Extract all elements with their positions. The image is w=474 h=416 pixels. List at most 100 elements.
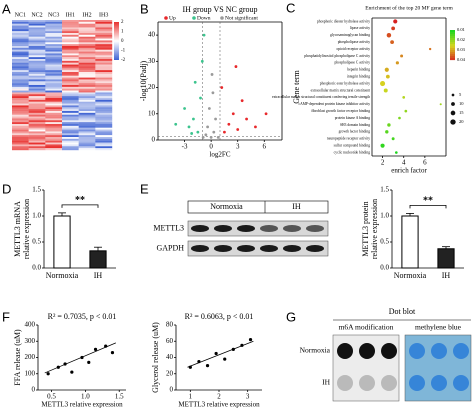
size-legend-label: 5 — [459, 92, 462, 97]
heatmap-cell — [12, 53, 29, 56]
colorbar-label: 1 — [121, 30, 124, 35]
heatmap-cell — [28, 59, 46, 62]
heatmap-cell — [28, 96, 46, 99]
heatmap-cell — [28, 72, 46, 75]
point — [211, 91, 215, 95]
colorbar — [450, 42, 455, 45]
heatmap-cell — [12, 101, 29, 104]
heatmap-cell — [28, 21, 46, 24]
heatmap-cell — [28, 20, 46, 23]
term-label: growth factor binding — [339, 130, 371, 134]
heatmap-cell — [95, 59, 113, 62]
point — [209, 135, 213, 139]
heatmap-cell — [28, 36, 46, 39]
heatmap-cell — [95, 137, 113, 140]
blot-dot — [359, 343, 375, 359]
heatmap-cell — [45, 40, 63, 43]
heatmap-cell — [28, 142, 46, 145]
heatmap-cell — [78, 81, 96, 84]
dot — [385, 74, 390, 79]
point — [254, 125, 257, 129]
blot-band — [191, 225, 209, 232]
heatmap-cell — [45, 49, 63, 52]
heatmap-cell — [45, 38, 63, 41]
chart-title: Dot blot — [389, 307, 416, 316]
significance-bracket — [409, 205, 447, 209]
heatmap-cell — [78, 96, 96, 99]
heatmap-cell — [45, 60, 63, 63]
heatmap-cell — [95, 101, 113, 104]
heatmap-cell — [78, 73, 96, 76]
fit-line — [44, 342, 117, 374]
blot-band — [237, 245, 255, 252]
column-label: NC2 — [31, 12, 42, 18]
heatmap-cell — [78, 68, 96, 71]
heatmap-cell — [62, 44, 79, 47]
heatmap-cell — [62, 42, 79, 45]
heatmap-cell — [78, 105, 96, 108]
heatmap-cell — [95, 131, 113, 134]
bar — [401, 215, 419, 269]
heatmap-cell — [12, 112, 29, 115]
column-label: m6A modification — [339, 323, 394, 332]
heatmap-cell — [95, 70, 113, 73]
y-tick-label: 1.0 — [380, 212, 389, 220]
heatmap-cell — [78, 131, 96, 134]
heatmap-cell — [45, 20, 63, 23]
term-label: sulfur compound binding — [334, 143, 371, 147]
heatmap-cell — [62, 86, 79, 89]
heatmap-cell — [45, 137, 63, 140]
term-label: protein kinase A binding — [335, 116, 370, 120]
heatmap-cell — [28, 148, 46, 151]
heatmap-cell — [12, 122, 29, 125]
heatmap-cell — [62, 38, 79, 41]
heatmap-cell — [12, 99, 29, 102]
size-legend-label: 20 — [459, 119, 464, 124]
heatmap-cell — [62, 20, 79, 23]
heatmap-cell — [28, 60, 46, 63]
heatmap-cell — [28, 70, 46, 73]
heatmap-cell — [95, 21, 113, 24]
heatmap-cell — [45, 135, 63, 138]
heatmap-cell — [62, 83, 79, 86]
point — [212, 130, 216, 134]
heatmap-cell — [78, 79, 96, 82]
blot-band — [283, 245, 301, 252]
heatmap-cell — [12, 62, 29, 65]
y-tick-label: 80 — [166, 321, 174, 329]
colorbar — [450, 38, 455, 41]
heatmap-cell — [95, 92, 113, 95]
y-tick-label: 0.5 — [380, 238, 389, 246]
heatmap-cell — [12, 31, 29, 34]
blot-dot — [337, 343, 353, 359]
term-label: lipase activity — [350, 26, 370, 30]
heatmap-cell — [28, 111, 46, 114]
panel-letter: G — [286, 309, 296, 324]
heatmap-cell — [95, 81, 113, 84]
heatmap-cell — [45, 140, 63, 143]
heatmap-cell — [45, 25, 63, 28]
size-legend-label: 10 — [459, 101, 464, 106]
heatmap-cell — [45, 125, 63, 128]
heatmap-cell — [95, 49, 113, 52]
heatmap-cell — [45, 83, 63, 86]
heatmap-cell — [95, 124, 113, 127]
point — [201, 135, 205, 139]
heatmap-cell — [95, 53, 113, 56]
heatmap-cell — [12, 83, 29, 86]
heatmap-cell — [12, 125, 29, 128]
heatmap-cell — [95, 144, 113, 147]
heatmap-cell — [62, 103, 79, 106]
heatmap-cell — [78, 129, 96, 132]
dot — [398, 116, 401, 120]
heatmap-cell — [95, 72, 113, 75]
heatmap-cell — [95, 29, 113, 32]
heatmap-cell — [95, 112, 113, 115]
blot-dot — [409, 375, 425, 391]
heatmap-cell — [45, 42, 63, 45]
heatmap-cell — [12, 77, 29, 80]
heatmap-cell — [78, 114, 96, 117]
heatmap-cell — [62, 77, 79, 80]
heatmap-cell — [28, 103, 46, 106]
term-label: cyclic nucleotide binding — [334, 150, 371, 154]
